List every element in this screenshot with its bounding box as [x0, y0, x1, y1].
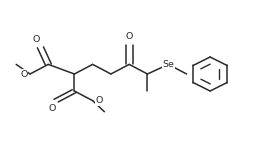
Text: O: O	[95, 96, 103, 105]
Text: O: O	[33, 35, 40, 44]
Text: O: O	[20, 70, 27, 78]
Text: O: O	[49, 104, 56, 113]
Text: Se: Se	[162, 60, 174, 69]
Text: O: O	[126, 32, 133, 41]
